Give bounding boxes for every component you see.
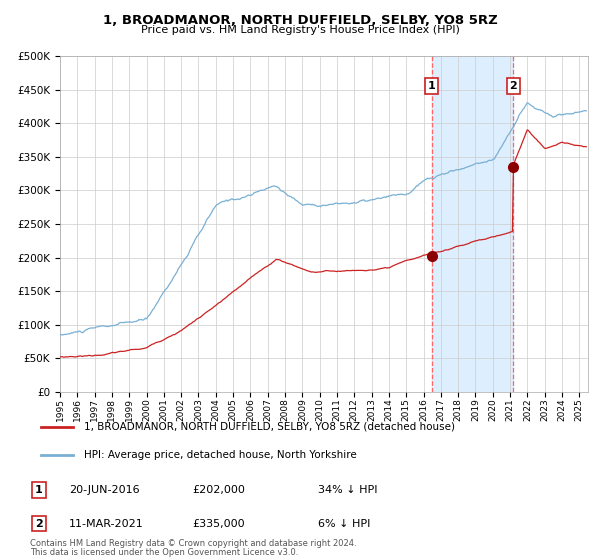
- Text: HPI: Average price, detached house, North Yorkshire: HPI: Average price, detached house, Nort…: [84, 450, 357, 460]
- Text: 1: 1: [35, 485, 43, 495]
- Bar: [431, 56, 514, 392]
- Text: Contains HM Land Registry data © Crown copyright and database right 2024.: Contains HM Land Registry data © Crown c…: [30, 539, 356, 548]
- Text: 1, BROADMANOR, NORTH DUFFIELD, SELBY, YO8 5RZ (detached house): 1, BROADMANOR, NORTH DUFFIELD, SELBY, YO…: [84, 422, 455, 432]
- Text: 20-JUN-2016: 20-JUN-2016: [69, 485, 140, 495]
- Text: 6% ↓ HPI: 6% ↓ HPI: [318, 519, 370, 529]
- Text: 34% ↓ HPI: 34% ↓ HPI: [318, 485, 377, 495]
- Text: 1, BROADMANOR, NORTH DUFFIELD, SELBY, YO8 5RZ: 1, BROADMANOR, NORTH DUFFIELD, SELBY, YO…: [103, 14, 497, 27]
- Text: 2: 2: [35, 519, 43, 529]
- Text: This data is licensed under the Open Government Licence v3.0.: This data is licensed under the Open Gov…: [30, 548, 298, 557]
- Text: £202,000: £202,000: [192, 485, 245, 495]
- Text: 2: 2: [509, 81, 517, 91]
- Text: Price paid vs. HM Land Registry's House Price Index (HPI): Price paid vs. HM Land Registry's House …: [140, 25, 460, 35]
- Text: £335,000: £335,000: [192, 519, 245, 529]
- Text: 1: 1: [428, 81, 436, 91]
- Text: 11-MAR-2021: 11-MAR-2021: [69, 519, 144, 529]
